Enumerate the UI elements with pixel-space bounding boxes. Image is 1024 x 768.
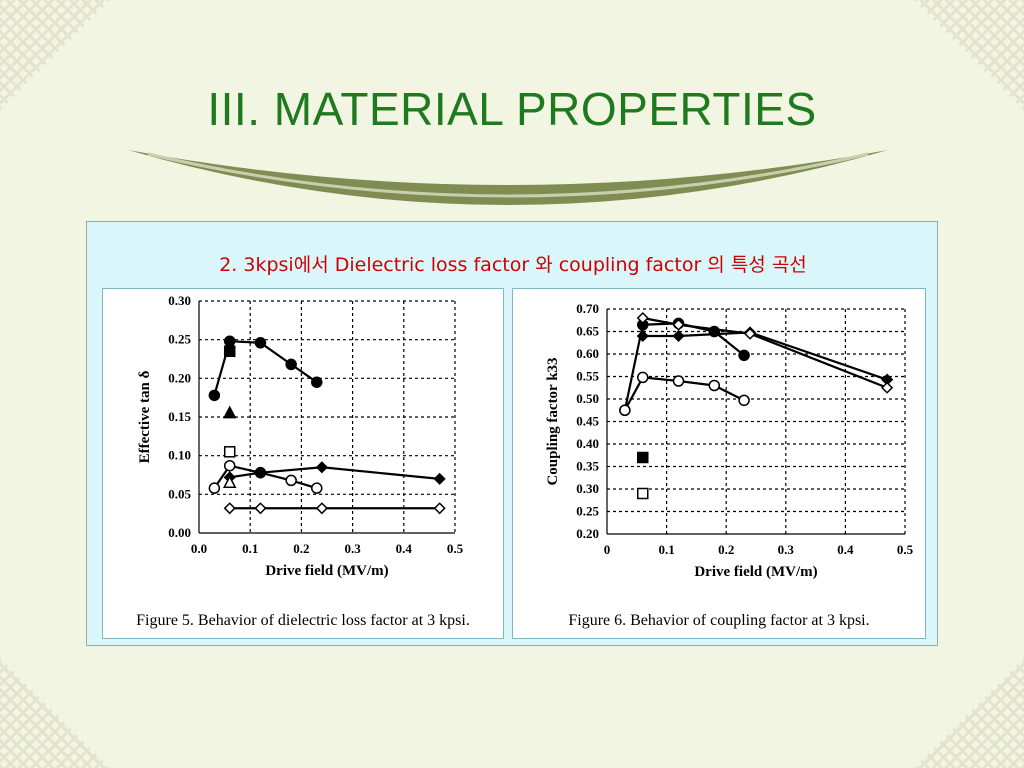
figure-caption: Figure 6. Behavior of coupling factor at… bbox=[568, 612, 870, 629]
data-point bbox=[433, 502, 446, 515]
x-tick-label: 0.4 bbox=[396, 541, 413, 556]
y-axis-label: Coupling factor k33 bbox=[545, 357, 561, 485]
y-tick-label: 0.65 bbox=[576, 324, 599, 339]
x-tick-label: 0.0 bbox=[191, 541, 207, 556]
data-point bbox=[254, 502, 267, 515]
data-point bbox=[636, 329, 649, 343]
x-tick-label: 0.3 bbox=[344, 541, 361, 556]
x-tick-label: 0.2 bbox=[293, 541, 309, 556]
x-tick-label: 0.1 bbox=[658, 542, 674, 557]
data-point bbox=[738, 394, 750, 407]
data-point bbox=[285, 358, 297, 371]
series-filled-diamond bbox=[223, 461, 446, 485]
chart-panel-dielectric-loss: 0.0 0.1 0.2 0.3 0.4 0.5 0.00 0.05 0.10 0.15 0.20 0.… bbox=[102, 288, 504, 639]
series-line bbox=[642, 331, 888, 381]
series-line bbox=[229, 466, 440, 480]
y-tick-label: 0.25 bbox=[576, 504, 599, 519]
x-tick-label: 0.5 bbox=[447, 541, 464, 556]
y-tick-label: 0.30 bbox=[576, 481, 599, 496]
series-open-diamond bbox=[223, 502, 446, 515]
series-open-circle bbox=[619, 371, 750, 416]
data-point bbox=[637, 371, 649, 384]
series-filled-triangle bbox=[222, 405, 237, 419]
data-point bbox=[672, 318, 685, 331]
y-tick-label: 0.35 bbox=[576, 459, 599, 474]
corner-ornament-bottom-left bbox=[0, 658, 110, 768]
data-point bbox=[311, 482, 323, 494]
series-open-triangle bbox=[222, 475, 237, 488]
x-tick-label: 0.5 bbox=[897, 542, 914, 557]
data-point bbox=[743, 327, 757, 340]
x-tick-label: 0.1 bbox=[242, 541, 258, 556]
data-point bbox=[315, 461, 328, 474]
x-tick-label: 0.3 bbox=[778, 542, 795, 557]
y-tick-label: 0.60 bbox=[576, 346, 599, 361]
y-tick-label: 0.15 bbox=[168, 409, 191, 424]
corner-ornament-bottom-right bbox=[914, 658, 1024, 768]
x-tick-label: 0.4 bbox=[837, 542, 854, 557]
data-point bbox=[223, 502, 236, 515]
content-box: 2. 3kpsi에서 Dielectric loss factor 와 coup… bbox=[86, 221, 938, 646]
data-point bbox=[672, 329, 685, 343]
series-open-diamond bbox=[636, 311, 894, 394]
y-tick-label: 0.00 bbox=[168, 525, 191, 540]
data-point bbox=[222, 405, 237, 419]
series-filled-square bbox=[223, 345, 236, 358]
y-tick-label: 0.30 bbox=[168, 293, 191, 308]
series-filled-square bbox=[637, 451, 649, 464]
series-filled-circle bbox=[208, 335, 323, 402]
y-tick-label: 0.20 bbox=[168, 370, 191, 385]
y-tick-label: 0.55 bbox=[576, 369, 599, 384]
data-point bbox=[223, 446, 236, 458]
y-tick-label: 0.20 bbox=[576, 526, 599, 541]
x-axis-label: Drive field (MV/m) bbox=[694, 564, 817, 580]
data-point bbox=[208, 389, 221, 402]
y-tick-label: 0.40 bbox=[576, 436, 599, 451]
data-point bbox=[285, 474, 297, 487]
y-tick-label: 0.70 bbox=[576, 301, 599, 316]
chart-panel-coupling-factor: 0 0.1 0.2 0.3 0.4 0.5 0.20 0.25 0.30 0.35 0.40 0.45… bbox=[512, 288, 926, 639]
data-point bbox=[433, 472, 446, 485]
x-tick-label: 0 bbox=[604, 542, 611, 557]
figure-caption: Figure 5. Behavior of dielectric loss fa… bbox=[136, 612, 470, 629]
data-point bbox=[708, 379, 721, 392]
data-point bbox=[636, 311, 649, 325]
data-point bbox=[223, 345, 236, 358]
x-axis-label: Drive field (MV/m) bbox=[265, 563, 388, 579]
y-tick-label: 0.50 bbox=[576, 391, 599, 406]
slide-subtitle: 2. 3kpsi에서 Dielectric loss factor 와 coup… bbox=[219, 254, 807, 276]
data-point bbox=[881, 381, 894, 394]
data-point bbox=[223, 335, 236, 347]
y-tick-label: 0.25 bbox=[168, 332, 191, 347]
y-tick-label: 0.45 bbox=[576, 414, 599, 429]
y-axis-label: Effective tan δ bbox=[137, 370, 153, 463]
data-point bbox=[208, 482, 221, 494]
x-tick-label: 0.2 bbox=[718, 542, 734, 557]
title-underline-swoosh bbox=[128, 150, 888, 205]
chart-dielectric-loss: 0.0 0.1 0.2 0.3 0.4 0.5 0.00 0.05 0.10 0.15 0.20 0.… bbox=[137, 293, 464, 579]
series-line bbox=[642, 316, 888, 389]
data-point bbox=[311, 376, 323, 388]
y-tick-label: 0.05 bbox=[168, 486, 191, 501]
data-point bbox=[619, 404, 631, 416]
data-point bbox=[254, 337, 267, 349]
data-point bbox=[738, 349, 750, 362]
slide-title: III. MATERIAL PROPERTIES bbox=[207, 83, 817, 135]
data-point bbox=[672, 375, 685, 387]
data-point bbox=[315, 502, 328, 515]
data-point bbox=[222, 475, 237, 488]
data-point bbox=[223, 459, 236, 472]
series-open-square bbox=[223, 446, 236, 458]
data-point bbox=[254, 466, 267, 479]
data-point bbox=[637, 451, 649, 464]
series-open-square bbox=[637, 487, 649, 500]
data-point bbox=[637, 487, 649, 500]
chart-coupling-factor: 0 0.1 0.2 0.3 0.4 0.5 0.20 0.25 0.30 0.35 0.40 0.45… bbox=[545, 301, 914, 580]
y-tick-label: 0.10 bbox=[168, 448, 191, 463]
